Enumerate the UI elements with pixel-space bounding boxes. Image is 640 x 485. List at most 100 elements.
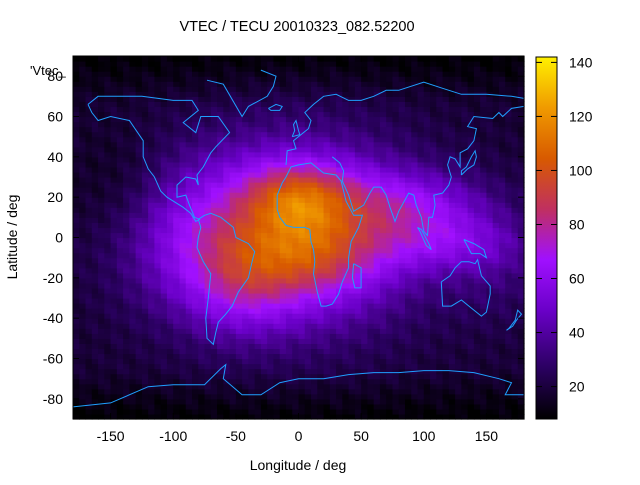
- heatmap-cell: [336, 161, 343, 168]
- heatmap-cell: [311, 227, 318, 234]
- heatmap-cell: [486, 358, 494, 365]
- heatmap-cell: [210, 388, 218, 395]
- heatmap-cell: [367, 303, 375, 309]
- heatmap-cell: [248, 378, 256, 385]
- heatmap-cell: [223, 318, 231, 324]
- heatmap-cell: [480, 313, 488, 319]
- heatmap-cell: [386, 101, 394, 108]
- heatmap-cell: [311, 272, 318, 279]
- heatmap-cell: [423, 182, 431, 188]
- heatmap-cell: [498, 383, 506, 390]
- heatmap-cell: [361, 313, 368, 319]
- heatmap-cell: [248, 106, 256, 113]
- heatmap-cell: [448, 106, 456, 113]
- heatmap-cell: [461, 192, 469, 198]
- heatmap-cell: [486, 96, 494, 102]
- heatmap-cell: [123, 202, 130, 208]
- heatmap-cell: [486, 227, 494, 234]
- heatmap-cell: [379, 237, 387, 244]
- heatmap-cell: [148, 378, 156, 385]
- heatmap-cell: [317, 343, 325, 350]
- heatmap-cell: [323, 313, 331, 319]
- heatmap-cell: [204, 177, 212, 183]
- heatmap-cell: [279, 86, 287, 92]
- heatmap-cell: [235, 373, 243, 380]
- heatmap-cell: [480, 222, 488, 229]
- heatmap-cell: [260, 252, 268, 259]
- heatmap-cell: [417, 393, 425, 400]
- heatmap-cell: [354, 252, 362, 259]
- heatmap-cell: [91, 146, 99, 153]
- heatmap-cell: [442, 81, 450, 87]
- heatmap-cell: [417, 166, 425, 173]
- heatmap-cell: [192, 61, 199, 67]
- heatmap-cell: [242, 126, 249, 133]
- heatmap-cell: [480, 262, 488, 269]
- heatmap-cell: [423, 96, 431, 102]
- heatmap-cell: [273, 151, 281, 158]
- heatmap-cell: [210, 111, 218, 118]
- heatmap-cell: [292, 227, 300, 234]
- heatmap-cell: [160, 272, 168, 279]
- heatmap-cell: [411, 222, 419, 229]
- heatmap-cell: [160, 56, 168, 62]
- heatmap-cell: [398, 192, 406, 198]
- heatmap-cell: [135, 308, 143, 314]
- heatmap-cell: [498, 166, 506, 173]
- heatmap-cell: [505, 308, 513, 314]
- heatmap-cell: [379, 363, 387, 370]
- heatmap-cell: [85, 388, 93, 395]
- heatmap-cell: [404, 222, 412, 229]
- heatmap-cell: [160, 277, 168, 284]
- heatmap-cell: [85, 212, 93, 218]
- heatmap-cell: [436, 217, 444, 223]
- heatmap-cell: [436, 106, 444, 113]
- heatmap-cell: [198, 272, 206, 279]
- heatmap-cell: [430, 353, 437, 360]
- heatmap-cell: [423, 207, 431, 213]
- heatmap-cell: [204, 182, 212, 188]
- heatmap-cell: [473, 328, 481, 334]
- heatmap-cell: [104, 292, 112, 299]
- heatmap-cell: [223, 156, 231, 163]
- heatmap-cell: [279, 298, 287, 304]
- heatmap-cell: [392, 232, 400, 239]
- heatmap-cell: [367, 383, 375, 390]
- heatmap-cell: [235, 363, 243, 370]
- heatmap-cell: [392, 96, 400, 102]
- heatmap-cell: [448, 353, 456, 360]
- heatmap-cell: [98, 252, 105, 259]
- heatmap-cell: [480, 338, 488, 344]
- heatmap-cell: [79, 56, 87, 62]
- heatmap-cell: [379, 106, 387, 113]
- heatmap-cell: [398, 393, 406, 400]
- heatmap-cell: [185, 343, 193, 350]
- heatmap-cell: [198, 323, 206, 329]
- heatmap-cell: [336, 313, 343, 319]
- heatmap-cell: [79, 378, 87, 385]
- heatmap-cell: [498, 81, 506, 87]
- heatmap-cell: [367, 267, 375, 274]
- heatmap-cell: [110, 182, 118, 188]
- heatmap-cell: [304, 192, 312, 198]
- heatmap-cell: [204, 353, 212, 360]
- heatmap-cell: [467, 96, 475, 102]
- heatmap-cell: [311, 413, 318, 420]
- heatmap-cell: [217, 267, 224, 274]
- heatmap-cell: [223, 81, 231, 87]
- heatmap-cell: [480, 378, 488, 385]
- heatmap-cell: [173, 333, 181, 339]
- heatmap-cell: [98, 222, 105, 229]
- heatmap-cell: [336, 358, 343, 365]
- heatmap-cell: [185, 61, 193, 67]
- heatmap-cell: [166, 156, 174, 163]
- heatmap-cell: [348, 222, 356, 229]
- heatmap-cell: [223, 86, 231, 92]
- heatmap-cell: [392, 388, 400, 395]
- heatmap-cell: [354, 187, 362, 193]
- heatmap-cell: [273, 121, 281, 128]
- heatmap-cell: [104, 308, 112, 314]
- heatmap-cell: [148, 106, 156, 113]
- heatmap-cell: [292, 313, 300, 319]
- heatmap-cell: [267, 207, 275, 213]
